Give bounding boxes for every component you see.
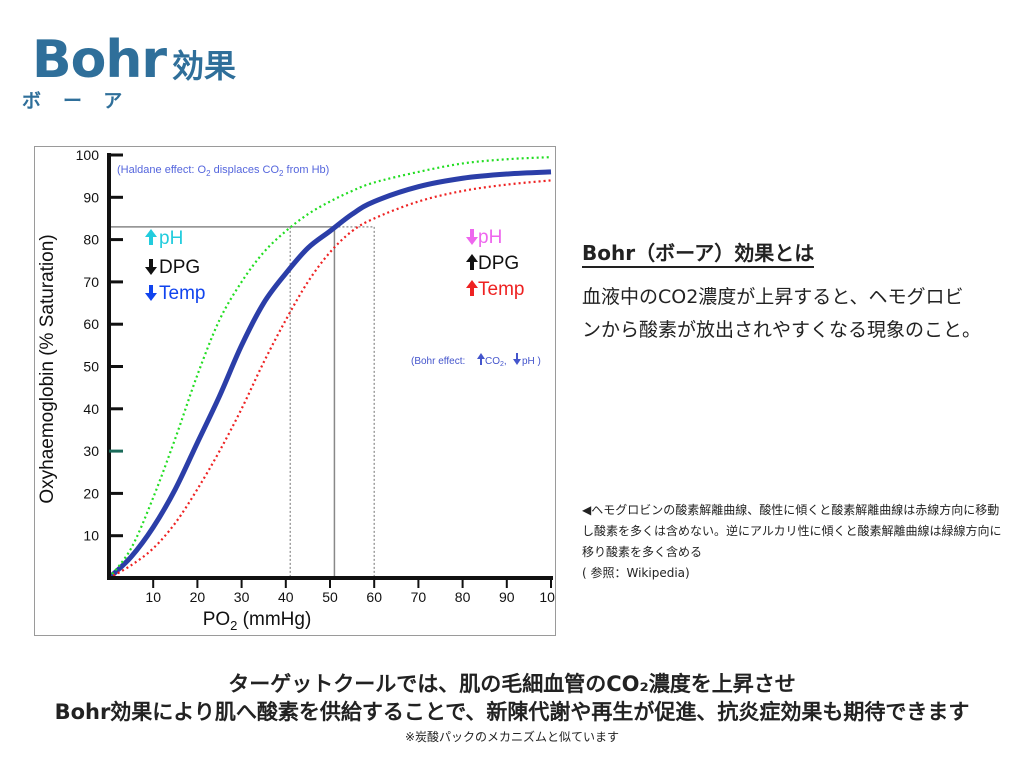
y-axis-label: Oxyhaemoglobin (% Saturation)	[37, 234, 58, 503]
bohr-prefix: (Bohr effect:	[411, 356, 465, 367]
bottom-line-1: ターゲットクールでは、肌の毛細血管のCO₂濃度を上昇させ	[228, 672, 796, 696]
normal-curve	[107, 169, 552, 580]
up-arrow-icon	[477, 353, 485, 365]
right-ph-item: pH	[466, 227, 502, 248]
y-tick-label: 60	[83, 316, 99, 332]
bohr-ph: pH )	[522, 356, 541, 367]
x-tick-label: 10	[145, 589, 161, 605]
bohr-co2: CO2,	[485, 356, 507, 368]
left-temp-label: Temp	[159, 283, 205, 304]
y-tick-label: 10	[83, 528, 99, 544]
left-shift-legend: pH DPG Temp	[145, 228, 205, 304]
up-arrow-icon	[466, 280, 478, 296]
left-temp-item: Temp	[145, 283, 205, 304]
title-english: Bohr	[32, 30, 167, 90]
left-dpg-label: DPG	[159, 257, 200, 278]
title-ruby: ボーア	[22, 90, 145, 112]
x-tick-label: 20	[190, 589, 206, 605]
right-shift-legend: pH DPG Temp	[466, 227, 524, 300]
left-ph-item: pH	[145, 228, 183, 249]
left-shift-curve	[108, 156, 552, 579]
x-tick-label: 50	[322, 589, 338, 605]
down-arrow-icon	[145, 259, 157, 275]
definition-heading: Bohr（ボーア）効果とは	[582, 240, 815, 268]
y-tick-label: 100	[76, 147, 100, 163]
haldane-annotation: (Haldane effect: O2 displaces CO2 from H…	[117, 164, 329, 178]
y-tick-label: 90	[83, 189, 99, 205]
right-ph-label: pH	[478, 227, 502, 248]
x-tick-label: 60	[366, 589, 382, 605]
x-tick-label: 40	[278, 589, 294, 605]
bottom-line-2: Bohr効果により肌へ酸素を供給することで、新陳代謝や再生が促進、抗炎症効果も期…	[54, 700, 970, 724]
oxygen-dissociation-chart: 10 20 30 40 50 60 70 80 90 100 10 20 30 40 50 60 70 80 90 1…	[34, 146, 556, 636]
right-temp-item: Temp	[466, 279, 524, 300]
down-arrow-icon	[513, 353, 521, 365]
y-tick-label: 40	[83, 401, 99, 417]
up-arrow-icon	[466, 254, 478, 270]
chart-caption: ◀ヘモグロビンの酸素解離曲線、酸性に傾くと酸素解離曲線は赤線方向に移動し酸素を多…	[582, 500, 1002, 584]
caption-source: ( 参照：Wikipedia)	[582, 566, 690, 580]
definition-body: 血液中のCO2濃度が上昇すると、ヘモグロビンから酸素が放出されやすくなる現象のこ…	[582, 286, 982, 341]
down-arrow-icon	[466, 229, 478, 245]
right-dpg-item: DPG	[466, 253, 519, 274]
x-tick-label: 100	[539, 589, 555, 605]
right-dpg-label: DPG	[478, 253, 519, 274]
left-dpg-item: DPG	[145, 257, 200, 278]
x-tick-label: 90	[499, 589, 515, 605]
bottom-message: ターゲットクールでは、肌の毛細血管のCO₂濃度を上昇させ Bohr効果により肌へ…	[0, 670, 1024, 746]
y-tick-label: 70	[83, 274, 99, 290]
bohr-annotation: (Bohr effect: CO2, pH )	[411, 353, 541, 368]
y-tick-label: 80	[83, 232, 99, 248]
y-tick-label: 20	[83, 485, 99, 501]
y-tick-label: 30	[83, 443, 99, 459]
x-tick-label: 80	[455, 589, 471, 605]
right-temp-label: Temp	[478, 279, 524, 300]
down-arrow-icon	[145, 285, 157, 301]
x-axis-label: PO2 (mmHg)	[203, 609, 312, 633]
right-shift-curve	[108, 179, 552, 579]
up-arrow-icon	[145, 229, 157, 245]
x-tick-label: 30	[234, 589, 250, 605]
caption-text: ◀ヘモグロビンの酸素解離曲線、酸性に傾くと酸素解離曲線は赤線方向に移動し酸素を多…	[582, 503, 1002, 559]
y-tick-label: 50	[83, 359, 99, 375]
x-tick-label: 70	[411, 589, 427, 605]
bottom-note: ※炭酸パックのメカニズムと似ています	[404, 730, 620, 744]
left-ph-label: pH	[159, 228, 183, 249]
chart-svg: 10 20 30 40 50 60 70 80 90 100 10 20 30 40 50 60 70 80 90 1…	[37, 147, 555, 633]
slide-title: Bohr 効果	[32, 30, 236, 90]
title-japanese: 効果	[172, 47, 237, 85]
